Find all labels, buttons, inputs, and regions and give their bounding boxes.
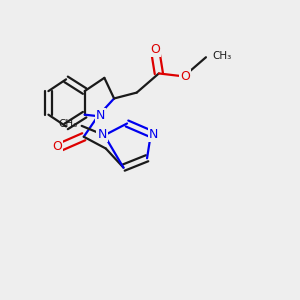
Text: CH₃: CH₃ <box>58 119 77 129</box>
Text: O: O <box>180 70 190 83</box>
Text: O: O <box>52 140 62 153</box>
Text: N: N <box>96 109 105 122</box>
Text: N: N <box>148 128 158 142</box>
Text: O: O <box>150 44 160 56</box>
Text: CH₃: CH₃ <box>212 51 232 61</box>
Text: N: N <box>97 128 107 141</box>
